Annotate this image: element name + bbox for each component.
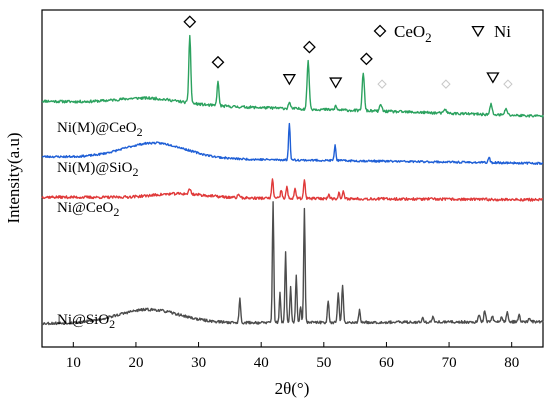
ceo2-peak-marker-7 — [441, 79, 451, 89]
legend-label-1: Ni — [494, 22, 511, 41]
ceo2-peak-marker-3 — [302, 40, 316, 54]
legend-symbol-1 — [471, 25, 485, 38]
series-layer — [41, 34, 544, 326]
ni-peak-marker-2 — [282, 74, 297, 86]
ni-peak-marker-4 — [329, 77, 343, 89]
ceo2-peak-marker-6 — [377, 79, 387, 89]
x-tick-label-1: 20 — [128, 355, 143, 371]
series-label-3: Ni@SiO2 — [57, 312, 115, 331]
series-line-2 — [41, 178, 544, 202]
ni-peak-marker-8 — [486, 72, 500, 84]
series-line-1 — [41, 122, 544, 165]
legend-symbol-0 — [373, 24, 387, 38]
ceo2-peak-marker-0 — [183, 15, 197, 29]
marker-layer — [183, 15, 513, 89]
x-tick-label-3: 40 — [254, 355, 269, 371]
x-axis-title: 2θ(°) — [275, 379, 310, 398]
series-line-0 — [41, 34, 544, 118]
ceo2-peak-marker-9 — [503, 79, 513, 89]
series-label-1: Ni(M)@SiO2 — [57, 160, 138, 179]
legend: CeO2 Ni — [373, 22, 511, 45]
x-tick-label-5: 60 — [379, 355, 394, 371]
series-line-3 — [41, 201, 544, 326]
x-ticks: 10 20 30 40 50 60 70 80 — [66, 342, 519, 371]
ceo2-peak-marker-5 — [359, 52, 373, 66]
x-tick-label-4: 50 — [316, 355, 331, 371]
x-tick-label-6: 70 — [442, 355, 457, 371]
x-tick-label-0: 10 — [66, 355, 81, 371]
series-labels: Ni(M)@CeO2 Ni(M)@SiO2 Ni@CeO2 Ni@SiO2 — [57, 120, 143, 331]
y-axis-title: Intensity(a.u) — [4, 132, 23, 223]
series-label-2: Ni@CeO2 — [57, 200, 119, 219]
legend-label-0: CeO2 — [394, 22, 432, 45]
ceo2-peak-marker-1 — [211, 55, 225, 69]
plot-frame — [41, 9, 544, 348]
x-tick-label-2: 30 — [191, 355, 206, 371]
x-tick-label-7: 80 — [504, 355, 519, 371]
series-label-0: Ni(M)@CeO2 — [57, 120, 143, 139]
